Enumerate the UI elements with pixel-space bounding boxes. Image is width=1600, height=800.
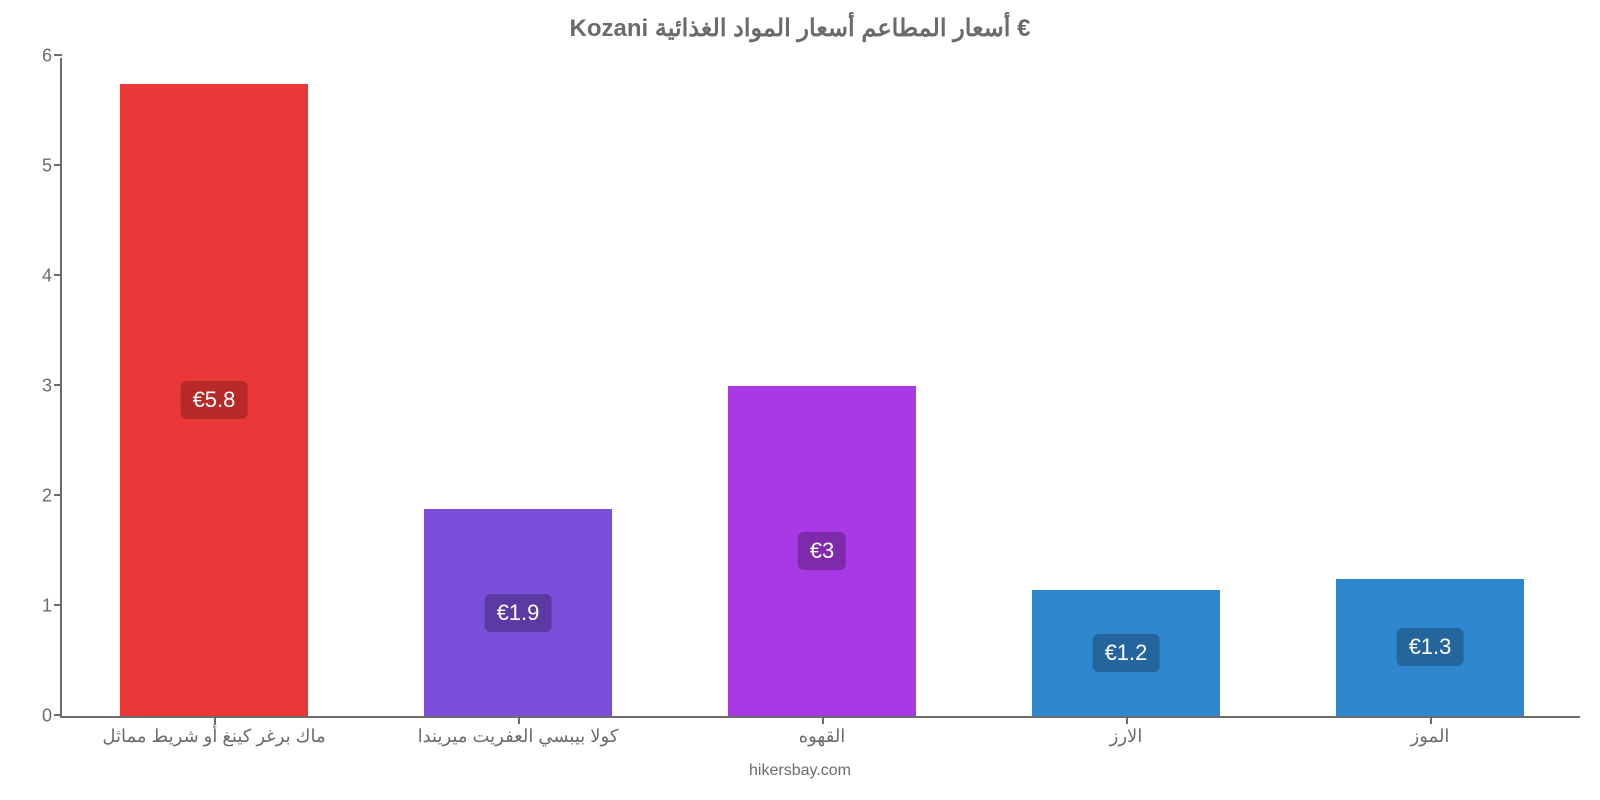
y-tick-label: 2 [42,486,62,507]
bar: €1.3 [1336,579,1524,717]
plot-area: 0123456€5.8ماك برغر كينغ أو شريط مماثل€1… [60,58,1580,718]
y-tick-label: 1 [42,596,62,617]
bar-value-label: €5.8 [181,381,248,419]
y-tick-mark [54,384,62,386]
y-tick-mark [54,164,62,166]
bar-value-label: €1.9 [485,594,552,632]
bar-value-label: €3 [798,532,846,570]
y-tick-mark [54,494,62,496]
x-tick-label: القهوه [799,716,846,747]
x-tick-label: الارز [1110,716,1143,747]
y-tick-mark [54,54,62,56]
bar-value-label: €1.2 [1093,634,1160,672]
x-tick-label: ماك برغر كينغ أو شريط مماثل [102,716,325,747]
y-tick-label: 4 [42,266,62,287]
y-tick-label: 6 [42,46,62,67]
y-tick-mark [54,274,62,276]
y-tick-label: 5 [42,156,62,177]
x-tick-label: الموز [1411,716,1450,747]
price-bar-chart: € أسعار المطاعم أسعار المواد الغذائية Ko… [0,0,1600,800]
bar: €1.9 [424,509,612,716]
bar: €1.2 [1032,590,1220,717]
bar-value-label: €1.3 [1397,628,1464,666]
y-tick-label: 3 [42,376,62,397]
y-tick-mark [54,714,62,716]
x-tick-label: كولا بيبسي العفريت ميريندا [418,716,619,747]
bar: €3 [728,386,916,716]
chart-title: € أسعار المطاعم أسعار المواد الغذائية Ko… [0,14,1600,43]
y-tick-label: 0 [42,706,62,727]
y-tick-mark [54,604,62,606]
bar: €5.8 [120,84,308,717]
attribution-text: hikersbay.com [749,762,851,780]
